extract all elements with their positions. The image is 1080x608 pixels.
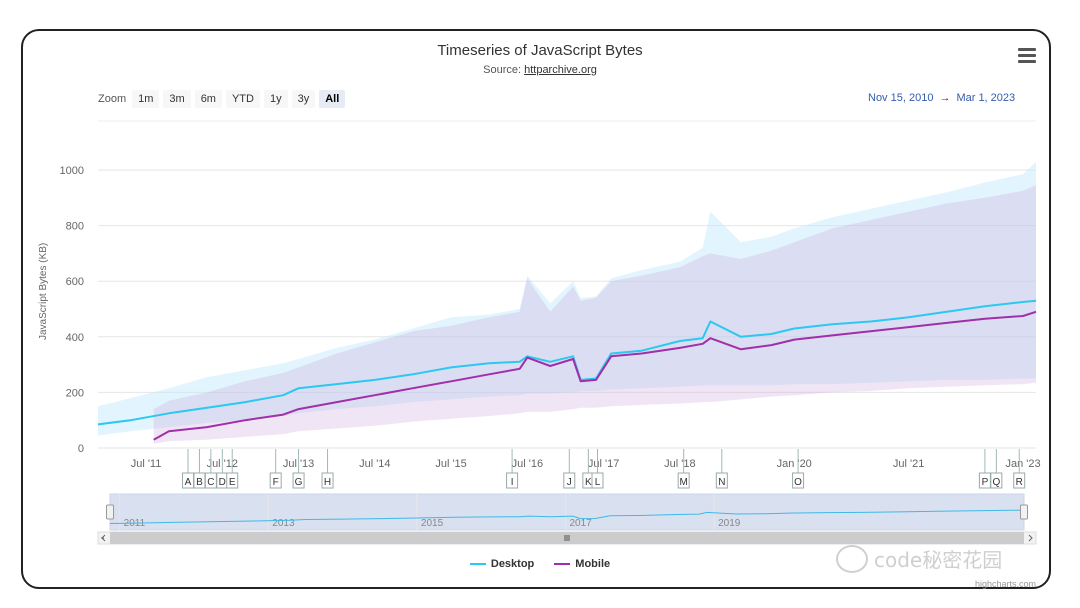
navigator-tick-label: 2013 bbox=[272, 518, 295, 529]
credits-link[interactable]: highcharts.com bbox=[975, 579, 1037, 589]
legend-item-mobile[interactable]: Mobile bbox=[554, 558, 610, 570]
y-tick-label: 0 bbox=[78, 443, 84, 455]
flag-label: L bbox=[595, 477, 601, 488]
subtitle-prefix: Source: bbox=[483, 64, 525, 76]
flag-label: Q bbox=[992, 477, 1000, 488]
legend-swatch-mobile bbox=[554, 563, 571, 565]
navigator-tick-label: 2019 bbox=[718, 518, 741, 529]
flag-box bbox=[591, 472, 604, 489]
flag-box bbox=[563, 472, 576, 489]
flag-label: R bbox=[1016, 477, 1023, 488]
flag-box bbox=[292, 472, 305, 489]
flag-box bbox=[677, 472, 690, 489]
flag-box bbox=[715, 472, 728, 489]
flag-label: G bbox=[295, 477, 303, 488]
flag-label: D bbox=[219, 477, 226, 488]
x-tick-label: Jul '17 bbox=[588, 458, 619, 470]
navigator-handle-right bbox=[1020, 504, 1028, 520]
flag-box bbox=[792, 472, 805, 489]
range-arrow-icon: → bbox=[939, 92, 951, 104]
x-tick-label: Jan '23 bbox=[1005, 458, 1040, 470]
range-to[interactable]: Mar 1, 2023 bbox=[956, 92, 1016, 104]
legend-label-mobile: Mobile bbox=[575, 558, 611, 570]
x-tick-label: Jul '18 bbox=[664, 458, 695, 470]
flag-label: P bbox=[982, 477, 989, 488]
date-range: Nov 15, 2010 → Mar 1, 2023 bbox=[868, 92, 1015, 104]
flag-box bbox=[321, 472, 334, 489]
zoom-1y-button[interactable]: 1y bbox=[263, 90, 288, 108]
zoom-selector: Zoom 1m 3m 6m YTD 1y 3y All bbox=[98, 90, 349, 108]
zoom-label: Zoom bbox=[98, 93, 127, 105]
flag-box bbox=[990, 472, 1003, 489]
flag-label: I bbox=[511, 477, 514, 488]
navigator-handle-left bbox=[106, 504, 114, 520]
chart-title: Timeseries of JavaScript Bytes bbox=[437, 42, 643, 59]
flag-box bbox=[226, 472, 239, 489]
watermark-text: code秘密花园 bbox=[874, 548, 1003, 572]
flag-label: F bbox=[273, 477, 279, 488]
flag-label: H bbox=[324, 477, 331, 488]
chart-subtitle: Source: httparchive.org bbox=[0, 64, 1080, 76]
source-link[interactable]: httparchive.org bbox=[524, 64, 597, 76]
y-tick-label: 800 bbox=[66, 221, 84, 233]
y-tick-label: 200 bbox=[66, 387, 84, 399]
x-tick-label: Jul '16 bbox=[512, 458, 543, 470]
flag-label: B bbox=[196, 477, 203, 488]
range-from[interactable]: Nov 15, 2010 bbox=[868, 92, 934, 104]
legend: Desktop Mobile bbox=[0, 558, 1080, 570]
wechat-icon bbox=[836, 544, 868, 573]
x-tick-label: Jul '14 bbox=[359, 458, 390, 470]
scrollbar-grip-icon bbox=[564, 535, 570, 541]
flag-label: E bbox=[229, 477, 236, 488]
flag-box bbox=[506, 472, 519, 489]
navigator-series bbox=[109, 509, 1025, 524]
zoom-all-button[interactable]: All bbox=[319, 90, 346, 108]
scroll-left-icon bbox=[101, 534, 106, 542]
x-tick-label: Jul '11 bbox=[131, 458, 162, 470]
band-mobile bbox=[153, 185, 1036, 444]
flag-label: A bbox=[185, 477, 192, 488]
flag-box bbox=[1013, 472, 1026, 489]
zoom-ytd-button[interactable]: YTD bbox=[225, 90, 260, 108]
navigator-tick-label: 2015 bbox=[421, 518, 444, 529]
chart-frame bbox=[21, 29, 1051, 589]
series-line-mobile bbox=[153, 310, 1037, 441]
flag-label: N bbox=[718, 477, 725, 488]
y-tick-label: 400 bbox=[66, 332, 84, 344]
hamburger-menu-icon[interactable] bbox=[1018, 48, 1036, 64]
y-tick-label: 1000 bbox=[60, 165, 84, 177]
legend-label-desktop: Desktop bbox=[490, 558, 535, 570]
flag-box bbox=[269, 472, 282, 489]
zoom-1m-button[interactable]: 1m bbox=[132, 90, 160, 108]
flag-label: K bbox=[585, 477, 592, 488]
zoom-3y-button[interactable]: 3y bbox=[291, 90, 316, 108]
y-tick-label: 600 bbox=[66, 276, 84, 288]
x-tick-label: Jul '21 bbox=[893, 458, 924, 470]
band-desktop bbox=[98, 161, 1036, 436]
flag-label: J bbox=[567, 477, 572, 488]
legend-item-desktop[interactable]: Desktop bbox=[469, 558, 535, 570]
flag-label: C bbox=[207, 477, 214, 488]
x-tick-label: Jan '20 bbox=[777, 458, 812, 470]
x-tick-label: Jul '15 bbox=[435, 458, 466, 470]
scroll-right-icon bbox=[1028, 534, 1033, 542]
navigator-tick-label: 2017 bbox=[570, 518, 593, 529]
zoom-6m-button[interactable]: 6m bbox=[194, 90, 222, 108]
flag-label: O bbox=[794, 477, 802, 488]
legend-swatch-desktop bbox=[469, 563, 486, 565]
flag-label: M bbox=[680, 477, 688, 488]
zoom-3m-button[interactable]: 3m bbox=[163, 90, 191, 108]
watermark: code秘密花园 bbox=[836, 544, 1002, 573]
